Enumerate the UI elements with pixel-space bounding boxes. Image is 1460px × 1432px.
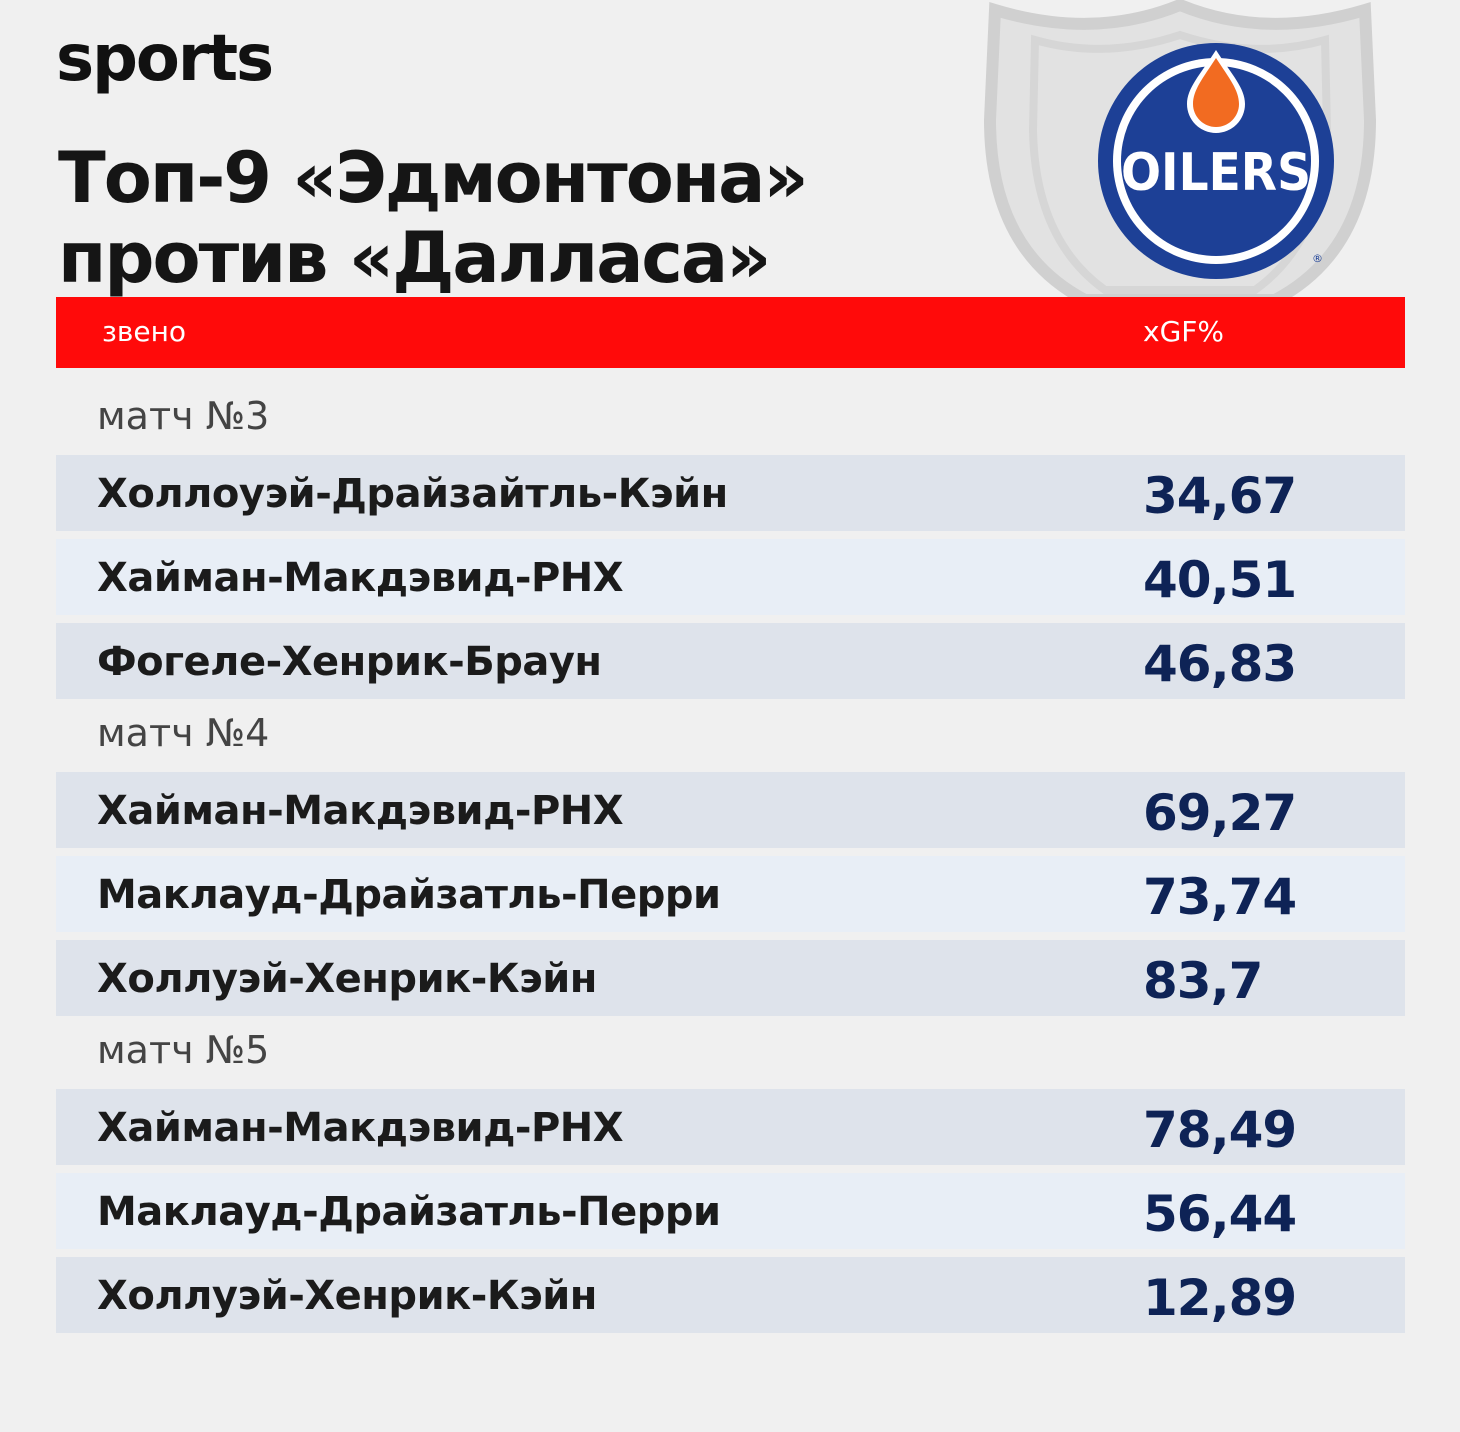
title-line-2: против «Далласа» [58, 217, 771, 299]
svg-text:®: ® [1312, 252, 1323, 265]
table-row: Холлоуэй-Драйзайтль-Кэйн 34,67 [56, 455, 1405, 531]
table-row: Холлуэй-Хенрик-Кэйн 12,89 [56, 1257, 1405, 1333]
xgf-value: 73,74 [1143, 868, 1297, 926]
title-line-1: Топ-9 «Эдмонтона» [58, 137, 809, 219]
xgf-value: 12,89 [1143, 1269, 1297, 1327]
match-label: матч №4 [97, 711, 270, 755]
xgf-value: 40,51 [1143, 551, 1297, 609]
page-title: Топ-9 «Эдмонтона» против «Далласа» [58, 137, 809, 299]
line-name: Маклауд-Драйзатль-Перри [97, 1189, 721, 1235]
sports-logo: sports [56, 22, 274, 96]
xgf-value: 56,44 [1143, 1185, 1297, 1243]
line-name: Холлуэй-Хенрик-Кэйн [97, 956, 597, 1002]
table-row: Маклауд-Драйзатль-Перри 73,74 [56, 856, 1405, 932]
match-label: матч №3 [97, 394, 270, 438]
table-row: Маклауд-Драйзатль-Перри 56,44 [56, 1173, 1405, 1249]
xgf-value: 34,67 [1143, 467, 1297, 525]
table-row: Хайман-Макдэвид-РНХ 69,27 [56, 772, 1405, 848]
xgf-value: 46,83 [1143, 635, 1297, 693]
match-label: матч №5 [97, 1028, 270, 1072]
xgf-value: 78,49 [1143, 1101, 1297, 1159]
table-row: Фогеле-Хенрик-Браун 46,83 [56, 623, 1405, 699]
xgf-value: 69,27 [1143, 784, 1297, 842]
table-row: Хайман-Макдэвид-РНХ 78,49 [56, 1089, 1405, 1165]
line-name: Холлуэй-Хенрик-Кэйн [97, 1273, 597, 1319]
line-name: Фогеле-Хенрик-Браун [97, 639, 602, 685]
table-row: Хайман-Макдэвид-РНХ 40,51 [56, 539, 1405, 615]
line-name: Хайман-Макдэвид-РНХ [97, 788, 624, 834]
line-name: Хайман-Макдэвид-РНХ [97, 1105, 624, 1151]
column-header-xgf: xGF% [1143, 315, 1224, 348]
table-body: матч №3 Холлоуэй-Драйзайтль-Кэйн 34,67 Хайм… [56, 382, 1405, 1333]
column-header-line: звено [102, 315, 187, 348]
oilers-logo: OILERS ® [1098, 43, 1334, 279]
line-name: Хайман-Макдэвид-РНХ [97, 555, 624, 601]
table-header: звено xGF% [56, 297, 1405, 368]
table-row: Холлуэй-Хенрик-Кэйн 83,7 [56, 940, 1405, 1016]
line-name: Холлоуэй-Драйзайтль-Кэйн [97, 471, 728, 517]
line-name: Маклауд-Драйзатль-Перри [97, 872, 721, 918]
logo-text: OILERS [1121, 143, 1311, 203]
xgf-value: 83,7 [1143, 952, 1263, 1010]
